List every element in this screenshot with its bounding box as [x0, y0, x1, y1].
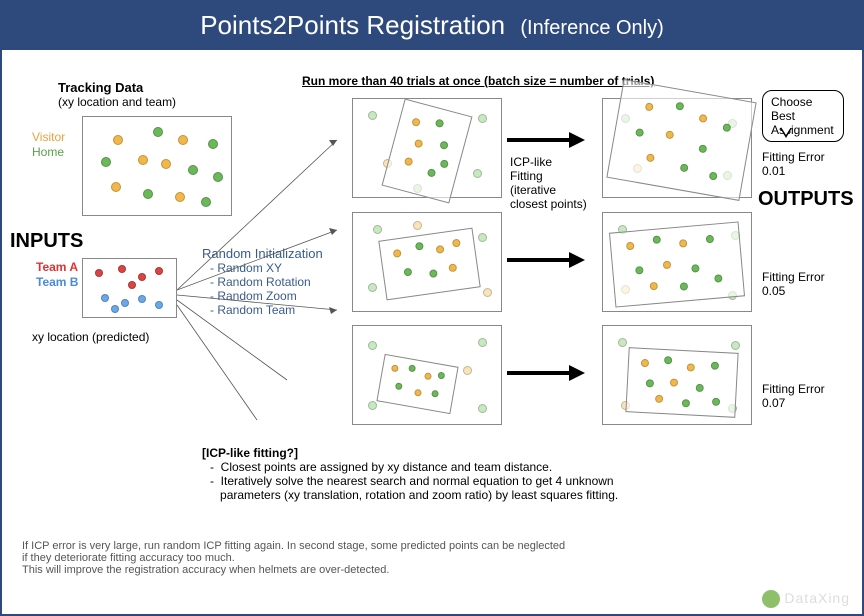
legend-home: Home [32, 145, 64, 159]
output-3 [602, 325, 752, 425]
trial-1 [352, 98, 502, 198]
watermark: DataXing [762, 590, 850, 608]
title-text: Points2Points Registration [200, 10, 505, 40]
arrow-1 [507, 125, 587, 155]
arrow-3 [507, 358, 587, 388]
subtitle-text: (Inference Only) [520, 17, 663, 39]
header: Points2Points Registration (Inference On… [0, 0, 864, 50]
predicted-label: xy location (predicted) [32, 330, 149, 344]
speech-bubble: Choose Best Assignment [762, 90, 844, 142]
tracking-label-block: Tracking Data (xy location and team) [58, 80, 176, 109]
arrow-2 [507, 245, 587, 275]
icp-explanation: [ICP-like fitting?] - Closest points are… [202, 446, 722, 502]
icp-label: ICP-like Fitting (iterative closest poin… [510, 155, 587, 211]
error-2: Fitting Error0.05 [762, 270, 825, 298]
outputs-label: OUTPUTS [758, 188, 854, 211]
icp-box-title: [ICP-like fitting?] [202, 446, 722, 460]
team-a-label: Team A [36, 260, 78, 274]
trial-2 [352, 212, 502, 312]
footer-note: If ICP error is very large, run random I… [22, 540, 722, 576]
tracking-label: Tracking Data [58, 80, 176, 95]
batch-line: Run more than 40 trials at once (batch s… [302, 74, 654, 88]
header-title: Points2Points Registration (Inference On… [200, 10, 664, 41]
error-3: Fitting Error0.07 [762, 382, 825, 410]
output-1 [602, 98, 752, 198]
output-2 [602, 212, 752, 312]
inputs-label: INPUTS [10, 230, 83, 253]
tracking-sublabel: (xy location and team) [58, 95, 176, 109]
legend-visitor: Visitor [32, 130, 65, 144]
team-b-label: Team B [36, 275, 78, 289]
watermark-icon [762, 590, 780, 608]
content-area: Tracking Data (xy location and team) Vis… [0, 50, 864, 616]
trial-3 [352, 325, 502, 425]
predicted-scatter [82, 258, 177, 318]
error-1: Fitting Error0.01 [762, 150, 825, 178]
fanout-arrows [177, 100, 367, 430]
